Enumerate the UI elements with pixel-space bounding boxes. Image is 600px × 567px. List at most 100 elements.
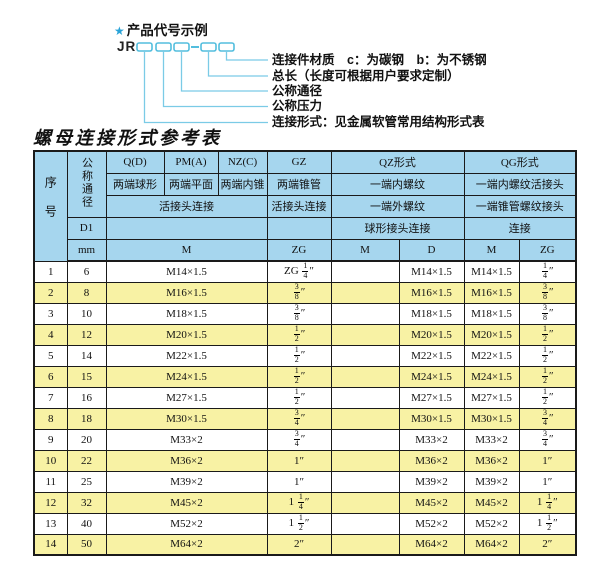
cell-qg-m: M20×1.5 xyxy=(463,323,520,346)
cell-zg-thread: 3 4 ″ xyxy=(266,407,332,430)
header-union-connect: 活接头连接 xyxy=(105,194,268,218)
cell-qg-m: M52×2 xyxy=(463,512,520,535)
cell-bore: 8 xyxy=(66,281,107,304)
cell-qg-zg: 1 4 ″ xyxy=(518,260,577,283)
cell-m-thread: M30×1.5 xyxy=(105,407,268,430)
table-row: 9 20 M33×2 3 4 ″ M33×2 M33×2 3 4 ″ xyxy=(33,428,577,451)
header-qz-m: M xyxy=(330,238,400,262)
cell-seq: 6 xyxy=(33,365,68,388)
cell-seq: 10 xyxy=(33,449,68,472)
leader-line xyxy=(180,51,268,92)
table-row: 12 32 M45×2 1 1 4 ″ M45×2 M45×2 1 1 4 ″ xyxy=(33,491,577,514)
cell-m-thread: M33×2 xyxy=(105,428,268,451)
table-row: 2 8 M16×1.5 3 8 ″ M16×1.5 M16×1.5 3 8 ″ xyxy=(33,281,577,304)
header-q-desc: 两端球形 xyxy=(105,172,165,196)
header-qg: QG形式 xyxy=(463,150,577,174)
code-label-pressure: 公称压力 xyxy=(272,99,323,113)
code-box xyxy=(136,42,153,52)
diagram-lines xyxy=(136,42,268,124)
cell-qg-zg: 3 8 ″ xyxy=(518,281,577,304)
header-gz-desc: 两端锥管 xyxy=(266,172,332,196)
header-bore-label: 公称通径 xyxy=(80,156,93,209)
header-bore: 公称通径 xyxy=(66,150,107,218)
cell-qz-m xyxy=(330,491,400,514)
cell-qg-zg: 1 2 ″ xyxy=(518,365,577,388)
cell-qz-d: M14×1.5 xyxy=(398,260,465,283)
cell-zg-thread: 1 1 2 ″ xyxy=(266,512,332,535)
cell-m-thread: M27×1.5 xyxy=(105,386,268,409)
header-row-4: D1 球形接头连接 连接 xyxy=(34,216,577,240)
star-icon: ★ xyxy=(114,24,125,38)
diagram-title-text: 产品代号示例 xyxy=(126,23,208,38)
cell-qz-d: M30×1.5 xyxy=(398,407,465,430)
header-qg-m: M xyxy=(463,238,520,262)
header-q: Q(D) xyxy=(105,150,165,174)
header-row-3: 活接头连接 活接头连接 一端外螺纹 一端锥管螺纹接头 xyxy=(34,194,577,218)
cell-zg-thread: 3 8 ″ xyxy=(266,302,332,325)
header-mm: mm xyxy=(66,238,107,262)
cell-qz-m xyxy=(330,512,400,535)
cell-seq: 11 xyxy=(33,470,68,493)
cell-seq: 13 xyxy=(33,512,68,535)
cell-qz-m xyxy=(330,281,400,304)
table-row: 4 12 M20×1.5 1 2 ″ M20×1.5 M20×1.5 1 2 ″ xyxy=(33,323,577,346)
cell-bore: 40 xyxy=(66,512,107,535)
cell-qz-d: M20×1.5 xyxy=(398,323,465,346)
header-seq: 序号 xyxy=(33,150,68,262)
header-seq-label: 序号 xyxy=(43,175,58,234)
cell-seq: 7 xyxy=(33,386,68,409)
header-nz-desc: 两端内锥 xyxy=(217,172,268,196)
cell-qg-m: M36×2 xyxy=(463,449,520,472)
cell-seq: 8 xyxy=(33,407,68,430)
cell-zg-thread: 1 2 ″ xyxy=(266,323,332,346)
cell-qg-m: M45×2 xyxy=(463,491,520,514)
cell-m-thread: M39×2 xyxy=(105,470,268,493)
cell-seq: 3 xyxy=(33,302,68,325)
cell-qg-zg: 3 4 ″ xyxy=(518,428,577,451)
cell-qg-m: M18×1.5 xyxy=(463,302,520,325)
cell-qg-zg: 1 2 ″ xyxy=(518,386,577,409)
cell-qz-d: M39×2 xyxy=(398,470,465,493)
code-label-length: 总长（长度可根据用户要求定制） xyxy=(272,68,460,83)
header-qz-connect: 球形接头连接 xyxy=(330,216,465,240)
header-pm: PM(A) xyxy=(163,150,219,174)
cell-qz-d: M45×2 xyxy=(398,491,465,514)
cell-seq: 2 xyxy=(33,281,68,304)
cell-qz-d: M24×1.5 xyxy=(398,365,465,388)
code-label-material: 连接件材质 c：为碳钢 b：为不锈钢 xyxy=(272,52,487,67)
cell-qz-d: M33×2 xyxy=(398,428,465,451)
code-prefix: JR xyxy=(117,39,137,54)
cell-qg-zg: 1 1 2 ″ xyxy=(518,512,577,535)
cell-qz-m xyxy=(330,533,400,556)
header-d1: D1 xyxy=(66,216,107,240)
cell-qz-d: M18×1.5 xyxy=(398,302,465,325)
cell-qg-zg: 1 2 ″ xyxy=(518,323,577,346)
code-box xyxy=(200,42,217,52)
cell-qz-m xyxy=(330,323,400,346)
cell-bore: 50 xyxy=(66,533,107,556)
cell-m-thread: M64×2 xyxy=(105,533,268,556)
cell-zg-thread: 2″ xyxy=(266,533,332,556)
cell-m-thread: M52×2 xyxy=(105,512,268,535)
cell-qz-m xyxy=(330,470,400,493)
header-row-5: mm M ZG M D M ZG xyxy=(34,238,577,262)
code-box xyxy=(155,42,172,52)
leader-line xyxy=(143,51,268,124)
table-body: 1 6 M14×1.5 ZG 1 4 ″ M14×1.5 M14×1.5 1 4 ″ 2 8 M16×1.… xyxy=(33,260,577,556)
cell-qg-zg: 2″ xyxy=(518,533,577,556)
table-header: 序号 公称通径 Q(D) PM(A) NZ(C) GZ QZ形式 QG形式 两端… xyxy=(33,150,577,262)
cell-zg-thread: 1 2 ″ xyxy=(266,344,332,367)
cell-qz-d: M16×1.5 xyxy=(398,281,465,304)
cell-bore: 14 xyxy=(66,344,107,367)
cell-bore: 18 xyxy=(66,407,107,430)
cell-qz-m xyxy=(330,365,400,388)
